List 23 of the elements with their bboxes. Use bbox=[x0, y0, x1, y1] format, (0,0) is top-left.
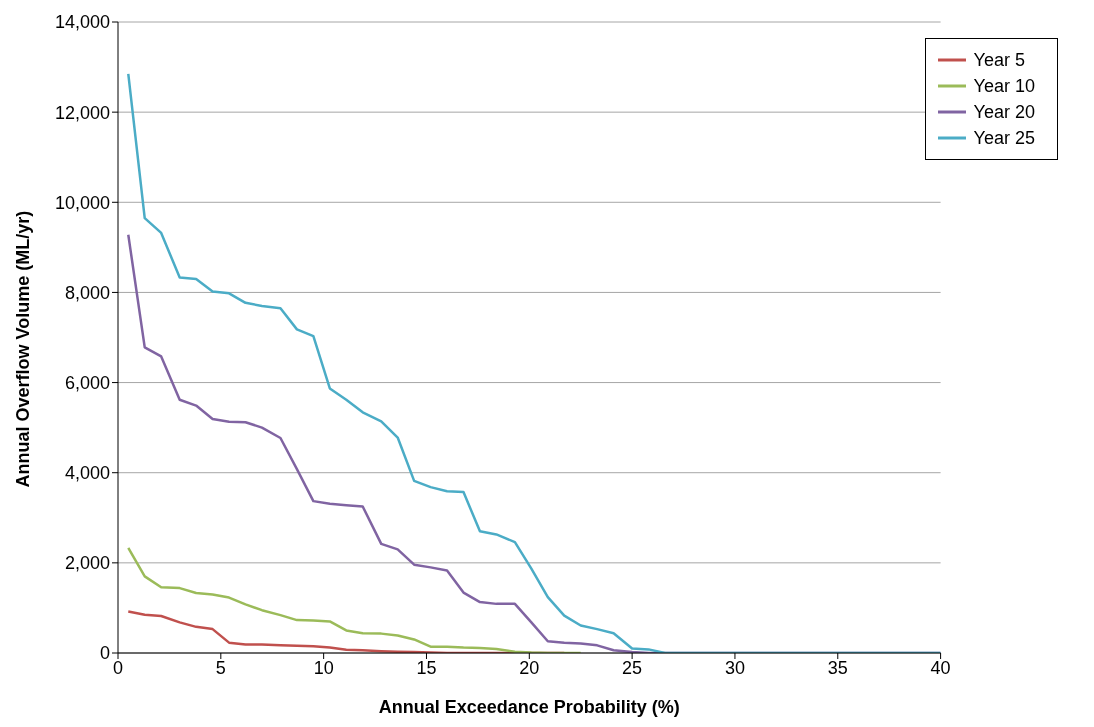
x-tick-label: 0 bbox=[112, 657, 124, 678]
legend-label: Year 10 bbox=[973, 75, 1035, 98]
x-tick-label: 20 bbox=[519, 657, 540, 678]
x-tick-label: 40 bbox=[930, 657, 951, 678]
y-tick-label: 8,000 bbox=[64, 282, 110, 303]
x-tick-label: 35 bbox=[827, 657, 848, 678]
x-tick-label: 10 bbox=[313, 657, 334, 678]
legend-label: Year 5 bbox=[973, 49, 1025, 72]
legend-label: Year 20 bbox=[973, 101, 1035, 124]
x-tick-label: 5 bbox=[215, 657, 226, 678]
y-tick-label: 2,000 bbox=[64, 553, 110, 574]
y-tick-label: 10,000 bbox=[54, 192, 110, 213]
x-tick-label: 25 bbox=[622, 657, 643, 678]
y-tick-label: 12,000 bbox=[54, 102, 110, 123]
y-tick-label: 4,000 bbox=[64, 463, 110, 484]
legend-label: Year 25 bbox=[973, 127, 1035, 150]
x-tick-label: 15 bbox=[416, 657, 437, 678]
x-tick-label: 30 bbox=[724, 657, 745, 678]
y-tick-label: 0 bbox=[99, 643, 110, 664]
y-tick-label: 14,000 bbox=[54, 12, 110, 33]
y-axis-title: Annual Overflow Volume (ML/yr) bbox=[13, 210, 34, 488]
y-tick-label: 6,000 bbox=[64, 372, 110, 393]
x-axis-title: Annual Exceedance Probability (%) bbox=[378, 697, 680, 717]
